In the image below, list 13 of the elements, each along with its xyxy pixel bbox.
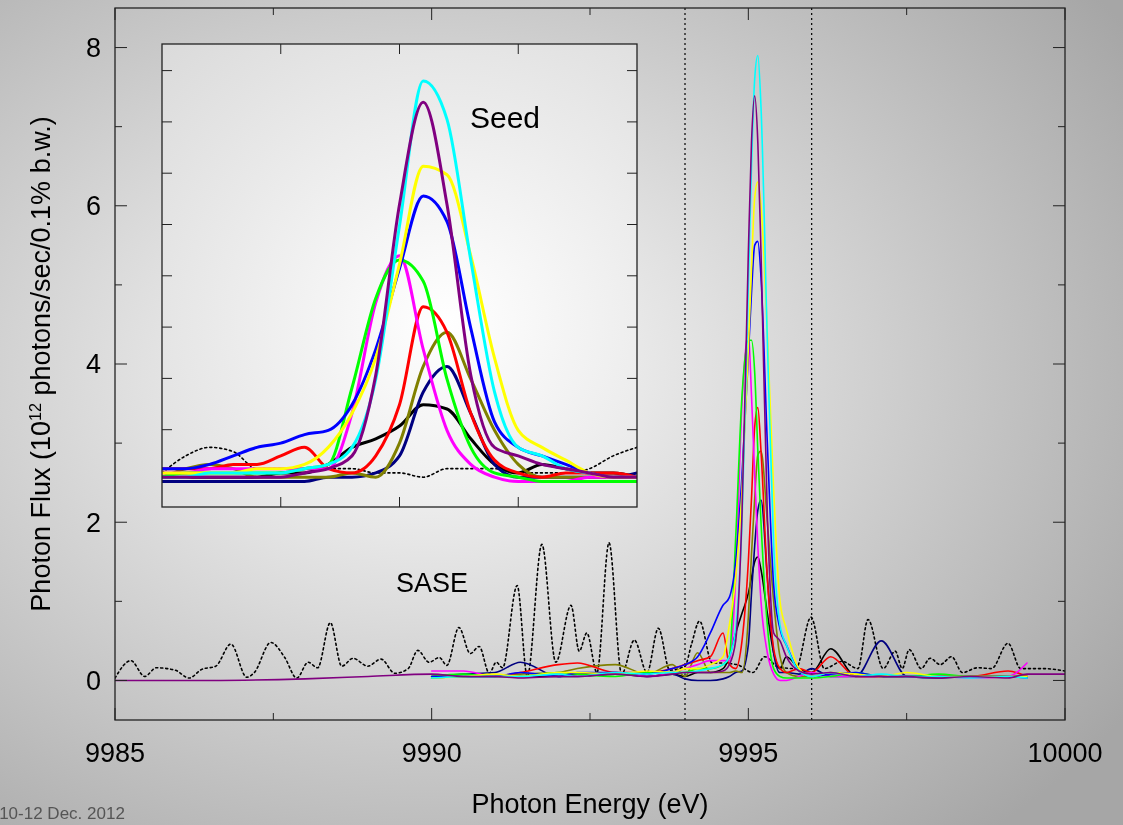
y-tick-label: 4 (85, 349, 101, 380)
x-axis-title: Photon Energy (eV) (471, 789, 709, 819)
x-tick-label: 9995 (718, 738, 779, 768)
annotation: SASE (395, 568, 469, 598)
text: 10-12 Dec. 2012 (0, 804, 125, 823)
x-tick-label: 10000 (1027, 738, 1103, 768)
annotation: Seed (469, 101, 541, 134)
x-tick-label: 9990 (401, 738, 462, 768)
y-tick-label: 6 (85, 191, 101, 222)
x-tick-label: 9985 (84, 738, 146, 768)
y-tick-label: 2 (85, 507, 101, 538)
y-tick-label: 0 (85, 665, 101, 696)
y-tick-label: 8 (85, 33, 101, 64)
